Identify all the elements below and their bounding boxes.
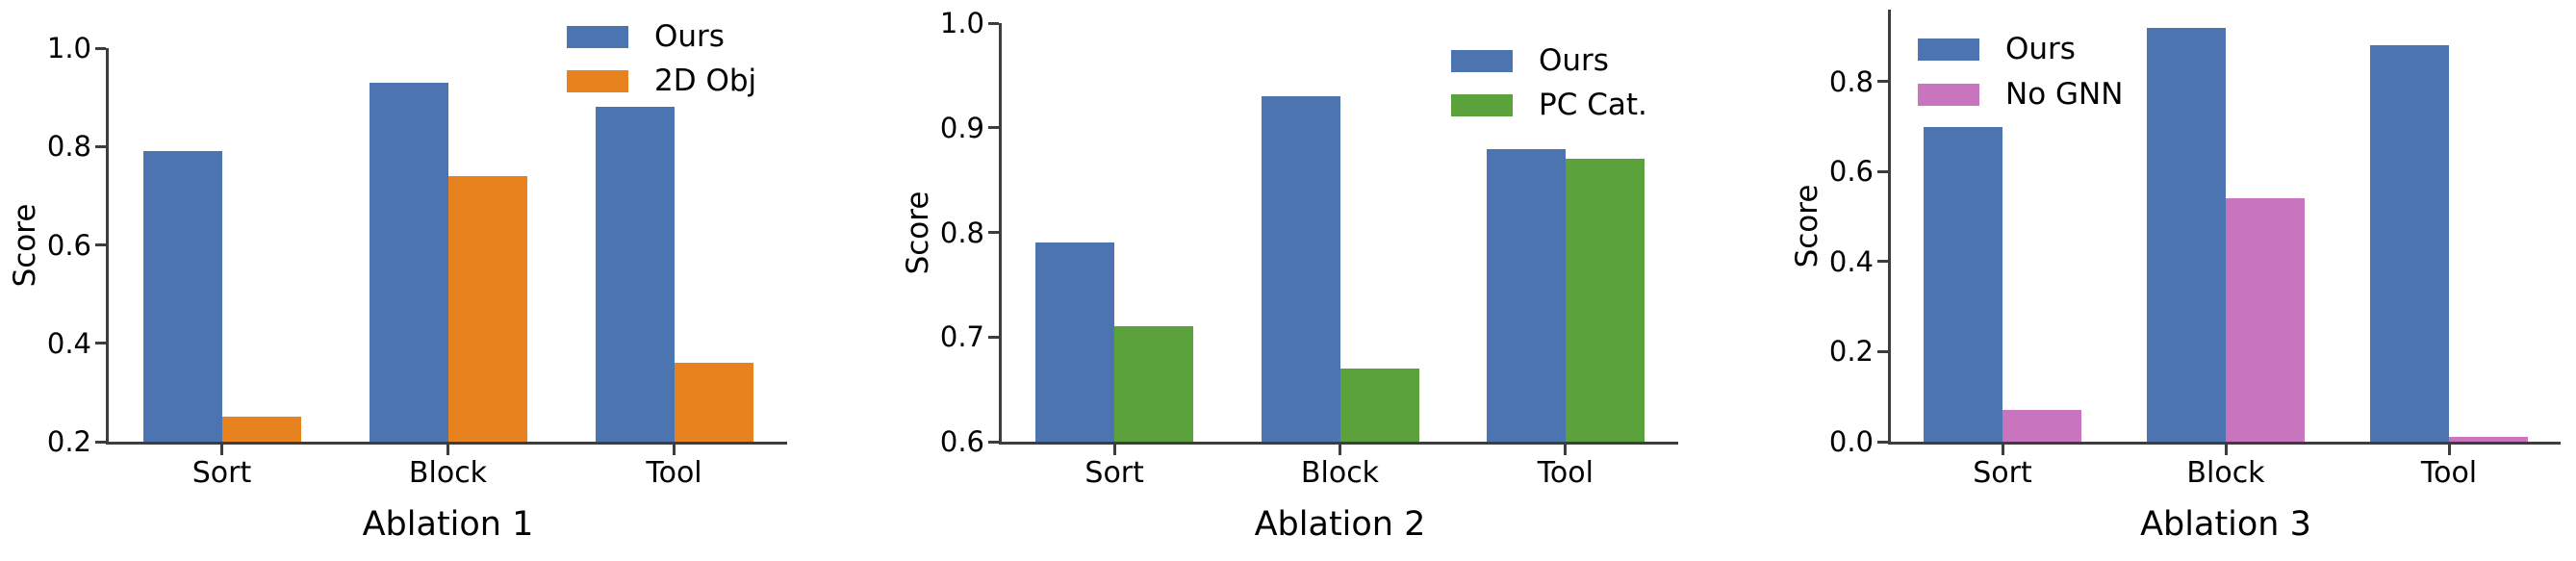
plot-area [999,23,1678,445]
chart-panel-ablation-1: 0.2 0.4 0.6 0.8 1.0 Sort Block Tool Score Ours 2D … [0,0,858,561]
legend-label: Ours [2005,32,2076,66]
y-tick-label: 0.0 [1828,425,1874,458]
chart-title: Ablation 2 [1254,505,1426,544]
y-tick-label: 0.2 [46,425,91,458]
x-tick-label: Tool [646,456,702,490]
y-tick-label: 0.9 [939,111,984,144]
y-tick-label: 0.8 [1828,64,1874,98]
plot-area [106,48,787,445]
y-tick-label: 0.8 [939,216,984,249]
y-tick-mark [1877,349,1888,353]
legend-swatch-no-gnn [1918,84,1979,106]
bar-no-gnn-tool [2449,437,2528,442]
bar-ours-sort [1924,126,2002,442]
legend-swatch-ours [567,26,628,48]
legend-swatch-ours [1918,38,1979,61]
plot-area [1888,10,2561,445]
bar-pc-cat--tool [1565,159,1645,442]
bar-ours-tool [1486,148,1566,442]
x-tick-mark [446,445,449,455]
legend-swatch-2d-obj [567,70,628,92]
legend-label: No GNN [2005,77,2124,112]
bar-2d-obj-block [447,175,527,442]
x-tick-mark [2447,445,2451,455]
y-axis-label: Score [8,203,42,287]
bar-ours-block [369,82,448,442]
x-tick-label: Sort [1084,456,1144,490]
x-tick-label: Sort [191,456,252,490]
x-tick-mark [673,445,676,455]
legend-swatch-pc-cat- [1451,94,1513,116]
y-tick-label: 0.6 [939,425,984,458]
bar-ours-tool [2370,45,2449,442]
y-tick-label: 0.7 [939,320,984,354]
bar-2d-obj-sort [221,417,301,442]
chart-title: Ablation 1 [362,505,534,544]
y-tick-label: 1.0 [46,32,91,64]
legend-label: PC Cat. [1539,88,1647,122]
chart-panel-ablation-2: 0.6 0.7 0.8 0.9 1.0 Sort Block Tool Score Ours PC … [858,0,1717,561]
y-tick-mark [95,144,106,148]
y-tick-mark [95,46,106,50]
x-tick-label: Tool [1537,456,1594,490]
y-axis-label: Score [901,191,935,274]
x-tick-mark [2224,445,2228,455]
chart-title: Ablation 3 [2140,505,2311,544]
legend-label: Ours [1539,43,1609,78]
bar-no-gnn-sort [2002,410,2081,442]
y-tick-mark [1877,260,1888,264]
bar-ours-sort [142,151,222,442]
y-axis-label: Score [1790,184,1824,268]
x-tick-mark [1112,445,1116,455]
x-tick-label: Tool [2420,456,2478,490]
legend-label: 2D Obj [654,64,757,98]
y-tick-label: 0.2 [1828,335,1874,369]
y-tick-mark [988,231,999,234]
bar-ours-block [2147,27,2226,442]
x-tick-mark [1564,445,1568,455]
chart-panel-ablation-3: 0.0 0.2 0.4 0.6 0.8 Sort Block Tool Score Ours No … [1717,0,2576,561]
y-tick-mark [1877,440,1888,444]
y-tick-mark [95,342,106,345]
legend-swatch-ours [1451,50,1513,72]
y-tick-mark [1877,80,1888,84]
y-tick-mark [95,440,106,444]
x-tick-label: Block [2186,456,2265,490]
y-tick-mark [95,243,106,246]
y-tick-label: 1.0 [939,7,984,39]
legend-label: Ours [654,19,725,54]
x-tick-label: Block [408,456,488,490]
y-tick-label: 0.8 [46,130,91,164]
y-tick-label: 0.6 [1828,155,1874,189]
x-tick-label: Sort [1973,456,2032,490]
x-tick-label: Block [1300,456,1380,490]
x-tick-mark [2001,445,2004,455]
bar-ours-block [1261,96,1340,442]
y-tick-mark [988,21,999,25]
bar-ours-tool [595,107,675,442]
x-tick-mark [1339,445,1341,455]
y-tick-mark [988,335,999,339]
bar-pc-cat--sort [1114,326,1194,442]
y-tick-label: 0.4 [46,326,91,360]
y-tick-mark [988,126,999,130]
bar-2d-obj-tool [674,363,753,442]
x-tick-mark [220,445,223,455]
y-tick-mark [988,440,999,444]
y-tick-label: 0.6 [46,228,91,262]
y-tick-label: 0.4 [1828,244,1874,278]
bar-ours-sort [1035,242,1115,442]
y-tick-mark [1877,169,1888,173]
bar-no-gnn-block [2226,198,2305,442]
bar-pc-cat--block [1339,368,1419,442]
